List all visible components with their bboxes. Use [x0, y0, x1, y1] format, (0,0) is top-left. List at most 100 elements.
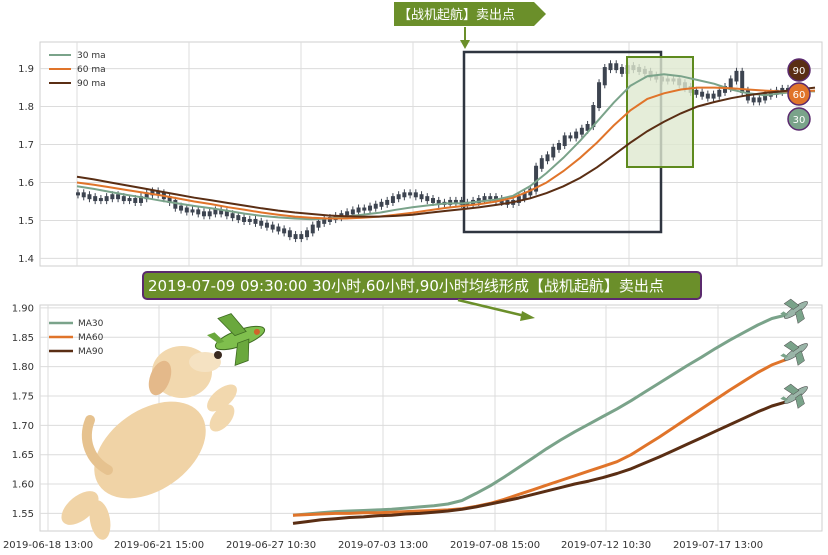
top-sell-banner: 【战机起航】卖出点 — [394, 2, 546, 49]
candle-body — [385, 199, 390, 205]
candle-body — [482, 196, 487, 202]
bottom-y-tick-label: 1.75 — [12, 391, 34, 402]
candle-body — [608, 63, 613, 71]
bottom-legend: MA30 MA60 MA90 — [49, 319, 104, 357]
candle-body — [270, 224, 275, 230]
candle-body — [705, 93, 710, 99]
mid-banner-pointer — [457, 298, 526, 318]
candle-body — [345, 211, 350, 217]
legend-label-MA90: MA90 — [78, 347, 104, 357]
candle-body — [728, 78, 733, 90]
candle-body — [734, 70, 739, 82]
candle-body — [757, 97, 762, 103]
candle-body — [282, 228, 287, 234]
candle-body — [276, 226, 281, 232]
mid-annotation-banner: 2019-07-09 09:30:00 30小时,60小时,90小时均线形成【战… — [142, 271, 702, 321]
badge-30 — [787, 107, 811, 131]
candle-body — [207, 211, 212, 217]
candle-body — [568, 135, 573, 139]
candle-body — [619, 67, 624, 74]
bottom-ma60-line — [292, 358, 787, 517]
candle-body — [230, 213, 235, 219]
candle-body — [379, 201, 384, 207]
candle-body — [305, 230, 310, 238]
bottom-y-tick-label: 1.65 — [12, 450, 34, 461]
candle-body — [751, 97, 756, 103]
candle-body — [76, 192, 80, 196]
bottom-x-tick-label: 2019-07-08 15:00 — [450, 540, 540, 551]
bottom-chart: 1.90 1.85 1.80 1.75 1.70 1.65 1.60 1.55 2019-06… — [3, 298, 823, 551]
badge-90 — [787, 58, 811, 82]
candle-body — [534, 165, 539, 192]
bottom-x-tick-label: 2019-06-21 15:00 — [114, 540, 204, 551]
legend-label-MA30: MA30 — [78, 319, 104, 329]
candle-body — [247, 218, 252, 222]
candle-body — [436, 199, 441, 205]
candle-body — [259, 220, 264, 226]
candle-body — [425, 196, 430, 202]
bottom-ma-lines — [292, 313, 787, 525]
candle-body — [591, 105, 596, 128]
mid-banner-box — [142, 271, 702, 300]
top-ma30-line — [76, 73, 815, 221]
candle-body — [556, 142, 561, 150]
candle-body — [711, 93, 716, 99]
candle-body — [310, 224, 315, 234]
candle-body — [299, 234, 304, 240]
candle-body — [87, 194, 92, 200]
bottom-x-tick-label: 2019-07-03 13:00 — [338, 540, 428, 551]
candle-body — [390, 196, 395, 203]
candle-body — [144, 192, 149, 200]
top-plot-frame — [39, 41, 823, 267]
candle-body — [184, 207, 189, 213]
top-y-tick-label: 1.9 — [18, 64, 34, 75]
candle-body — [213, 209, 218, 215]
candle-body — [116, 194, 121, 200]
candle-body — [453, 199, 458, 203]
candle-body — [402, 192, 407, 198]
badge-60-label: 60 — [793, 90, 806, 101]
candle-body — [493, 196, 498, 202]
mid-banner-text: 2019-07-09 09:30:00 30小时,60小时,90小时均线形成【战… — [148, 277, 664, 295]
candle-body — [173, 199, 178, 209]
candle-body — [133, 198, 138, 203]
top-gridlines — [40, 42, 822, 266]
candle-body — [545, 154, 550, 162]
airplane-icon — [780, 298, 808, 324]
bottom-x-tick-label: 2019-07-17 13:00 — [673, 540, 763, 551]
candle-body — [201, 211, 206, 217]
candle-body — [694, 89, 699, 95]
candle-body — [522, 192, 527, 200]
candle-body — [717, 89, 722, 97]
candle-body — [562, 135, 567, 147]
candle-body — [551, 146, 556, 158]
badge-30-label: 30 — [793, 115, 806, 126]
candle-body — [614, 63, 619, 71]
candle-body — [516, 196, 521, 203]
candle-body — [419, 194, 424, 200]
candle-body — [763, 93, 768, 101]
airplane-icon — [780, 383, 808, 409]
top-y-tick-label: 1.8 — [18, 102, 34, 113]
candle-body — [242, 217, 247, 222]
bottom-y-ticks: 1.90 1.85 1.80 1.75 1.70 1.65 1.60 1.55 — [12, 303, 34, 519]
candle-body — [156, 190, 161, 196]
candle-body — [476, 198, 481, 203]
top-y-ticks: 1.4 1.5 1.6 1.7 1.8 1.9 — [18, 64, 34, 265]
candle-body — [110, 194, 115, 200]
candle-body — [190, 209, 195, 213]
top-banner-shape — [394, 2, 546, 26]
dog-illustration — [61, 346, 237, 540]
legend-label-MA60: MA60 — [78, 333, 104, 343]
bottom-ma90-line — [292, 400, 787, 525]
top-y-tick-label: 1.6 — [18, 178, 34, 189]
bottom-y-tick-label: 1.70 — [12, 421, 34, 432]
legend-label-30ma: 30 ma — [77, 51, 106, 61]
candle-body — [127, 198, 132, 202]
top-chart: 1.4 1.5 1.6 1.7 1.8 1.9 30 ma 60 ma 90 ma 90 … — [18, 41, 823, 267]
legend-label-90ma: 90 ma — [77, 79, 106, 89]
top-ma60-line — [76, 86, 816, 220]
bottom-x-tick-label: 2019-06-18 13:00 — [3, 540, 93, 551]
bottom-y-tick-label: 1.90 — [12, 303, 34, 314]
